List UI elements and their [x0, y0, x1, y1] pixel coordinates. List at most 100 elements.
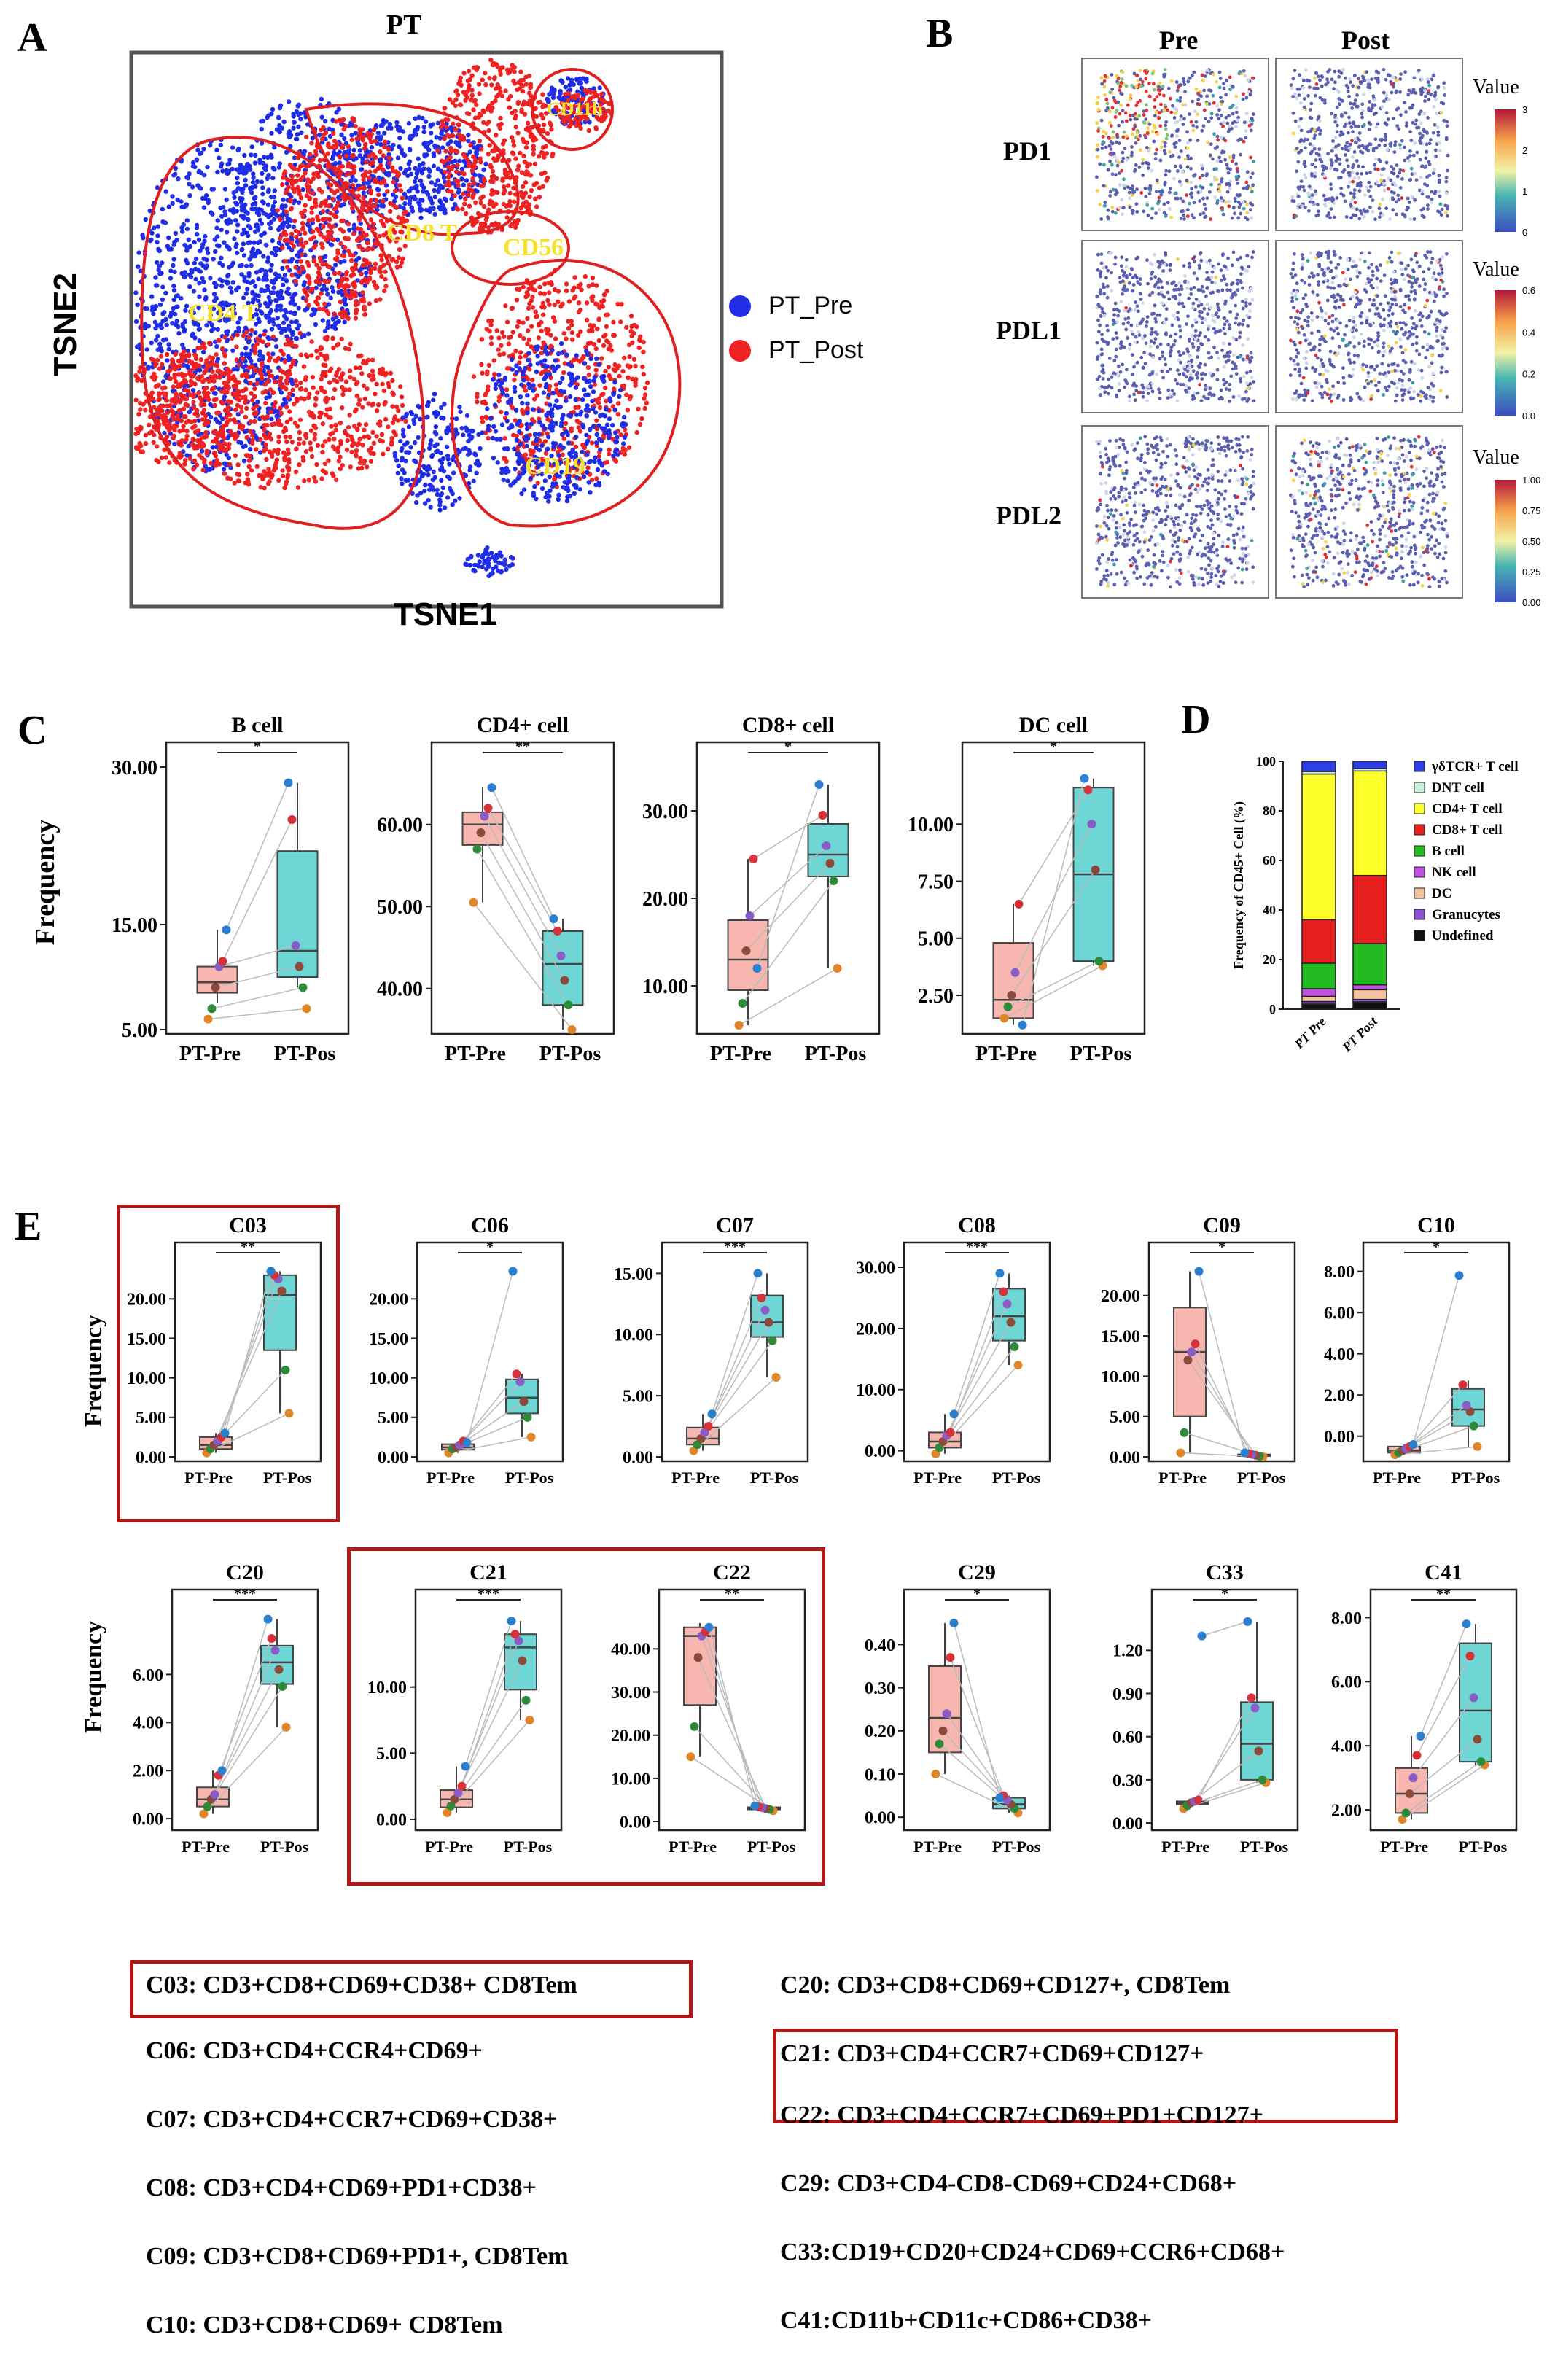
tsne-point: [536, 464, 541, 470]
tsne-point: [386, 147, 391, 152]
tsne-point: [278, 390, 284, 395]
tsne-point: [238, 356, 244, 361]
tsne-point: [597, 362, 602, 367]
tsne-point: [507, 426, 512, 431]
tsne-point: [551, 444, 556, 449]
tsne-point: [312, 308, 317, 314]
tsne-point: [623, 432, 628, 438]
tsne-point: [451, 163, 456, 169]
tsne-point: [277, 129, 282, 135]
tsne-point: [309, 188, 314, 193]
tsne-point: [596, 362, 601, 368]
tsne-point: [325, 396, 330, 402]
tsne-point: [265, 378, 270, 384]
tsne-point: [456, 140, 461, 146]
tsne-point: [225, 273, 230, 279]
tsne-point: [285, 472, 291, 478]
tsne-point: [511, 211, 517, 217]
tsne-point: [154, 361, 159, 367]
tsne-point: [542, 281, 548, 287]
tsne-point: [225, 303, 230, 308]
tsne-point: [524, 426, 530, 432]
tsne-point: [474, 155, 479, 161]
tsne-point: [373, 298, 379, 303]
tsne-point: [289, 392, 295, 398]
tsne-point: [222, 471, 227, 476]
tsne-point: [221, 397, 227, 402]
tsne-point: [366, 401, 371, 406]
tsne-point: [548, 426, 553, 431]
tsne-point: [417, 477, 422, 482]
tsne-point: [227, 462, 233, 467]
tsne-point: [297, 417, 303, 423]
tsne-point: [276, 323, 281, 328]
tsne-point: [521, 139, 526, 144]
tsne-point: [234, 202, 240, 207]
tsne-point: [515, 448, 521, 454]
tsne-point: [407, 189, 412, 194]
tsne-point: [610, 404, 616, 409]
tsne-point: [585, 379, 590, 385]
tsne-point: [542, 363, 548, 368]
tsne-point: [400, 256, 405, 261]
tsne-point: [320, 421, 326, 427]
tsne-point: [225, 316, 230, 322]
tsne-point: [486, 424, 491, 429]
tsne-point: [472, 125, 477, 131]
tsne-point: [284, 381, 289, 386]
tsne-point: [421, 472, 426, 477]
tsne-point: [177, 399, 182, 404]
tsne-point: [435, 448, 440, 454]
tsne-point: [404, 234, 410, 240]
tsne-point: [553, 358, 558, 363]
tsne-point: [194, 158, 200, 163]
tsne-point: [278, 348, 284, 354]
tsne-point: [170, 454, 175, 459]
tsne-point: [311, 157, 316, 163]
tsne-point: [341, 244, 346, 249]
tsne-point: [245, 477, 250, 482]
tsne-point: [569, 376, 574, 381]
tsne-point: [388, 217, 393, 222]
tsne-point: [274, 127, 280, 132]
tsne-point: [313, 133, 318, 139]
tsne-point: [386, 381, 391, 386]
tsne-point: [204, 323, 209, 328]
tsne-point: [601, 429, 607, 434]
tsne-point: [219, 424, 225, 430]
tsne-point: [164, 440, 170, 445]
tsne-point: [248, 381, 253, 386]
tsne-point: [140, 299, 145, 304]
tsne-point: [618, 450, 623, 455]
tsne-point: [255, 400, 260, 405]
tsne-point: [510, 352, 515, 357]
tsne-point: [182, 462, 187, 467]
tsne-point: [435, 487, 440, 493]
tsne-point: [577, 81, 582, 86]
tsne-point: [475, 392, 480, 397]
tsne-point: [587, 98, 592, 104]
tsne-point: [324, 237, 329, 243]
tsne-point: [524, 278, 529, 283]
tsne-point: [347, 387, 352, 392]
tsne-point: [284, 481, 289, 486]
tsne-point: [176, 382, 182, 387]
tsne-point: [594, 356, 599, 361]
tsne-point: [484, 416, 489, 421]
tsne-point: [211, 374, 216, 379]
tsne-point: [440, 203, 445, 208]
tsne-point: [309, 141, 314, 146]
panel-letter-b: B: [926, 11, 954, 56]
tsne-point: [245, 287, 250, 292]
tsne-point: [378, 269, 383, 275]
tsne-point: [546, 392, 551, 397]
tsne-point: [601, 292, 607, 298]
tsne-point: [473, 452, 478, 458]
tsne-point: [449, 166, 454, 171]
tsne-point: [243, 429, 249, 434]
tsne-point: [529, 344, 534, 349]
tsne-point: [410, 477, 416, 483]
tsne-point: [351, 188, 356, 194]
tsne-point: [396, 171, 402, 177]
tsne-point: [622, 435, 627, 440]
